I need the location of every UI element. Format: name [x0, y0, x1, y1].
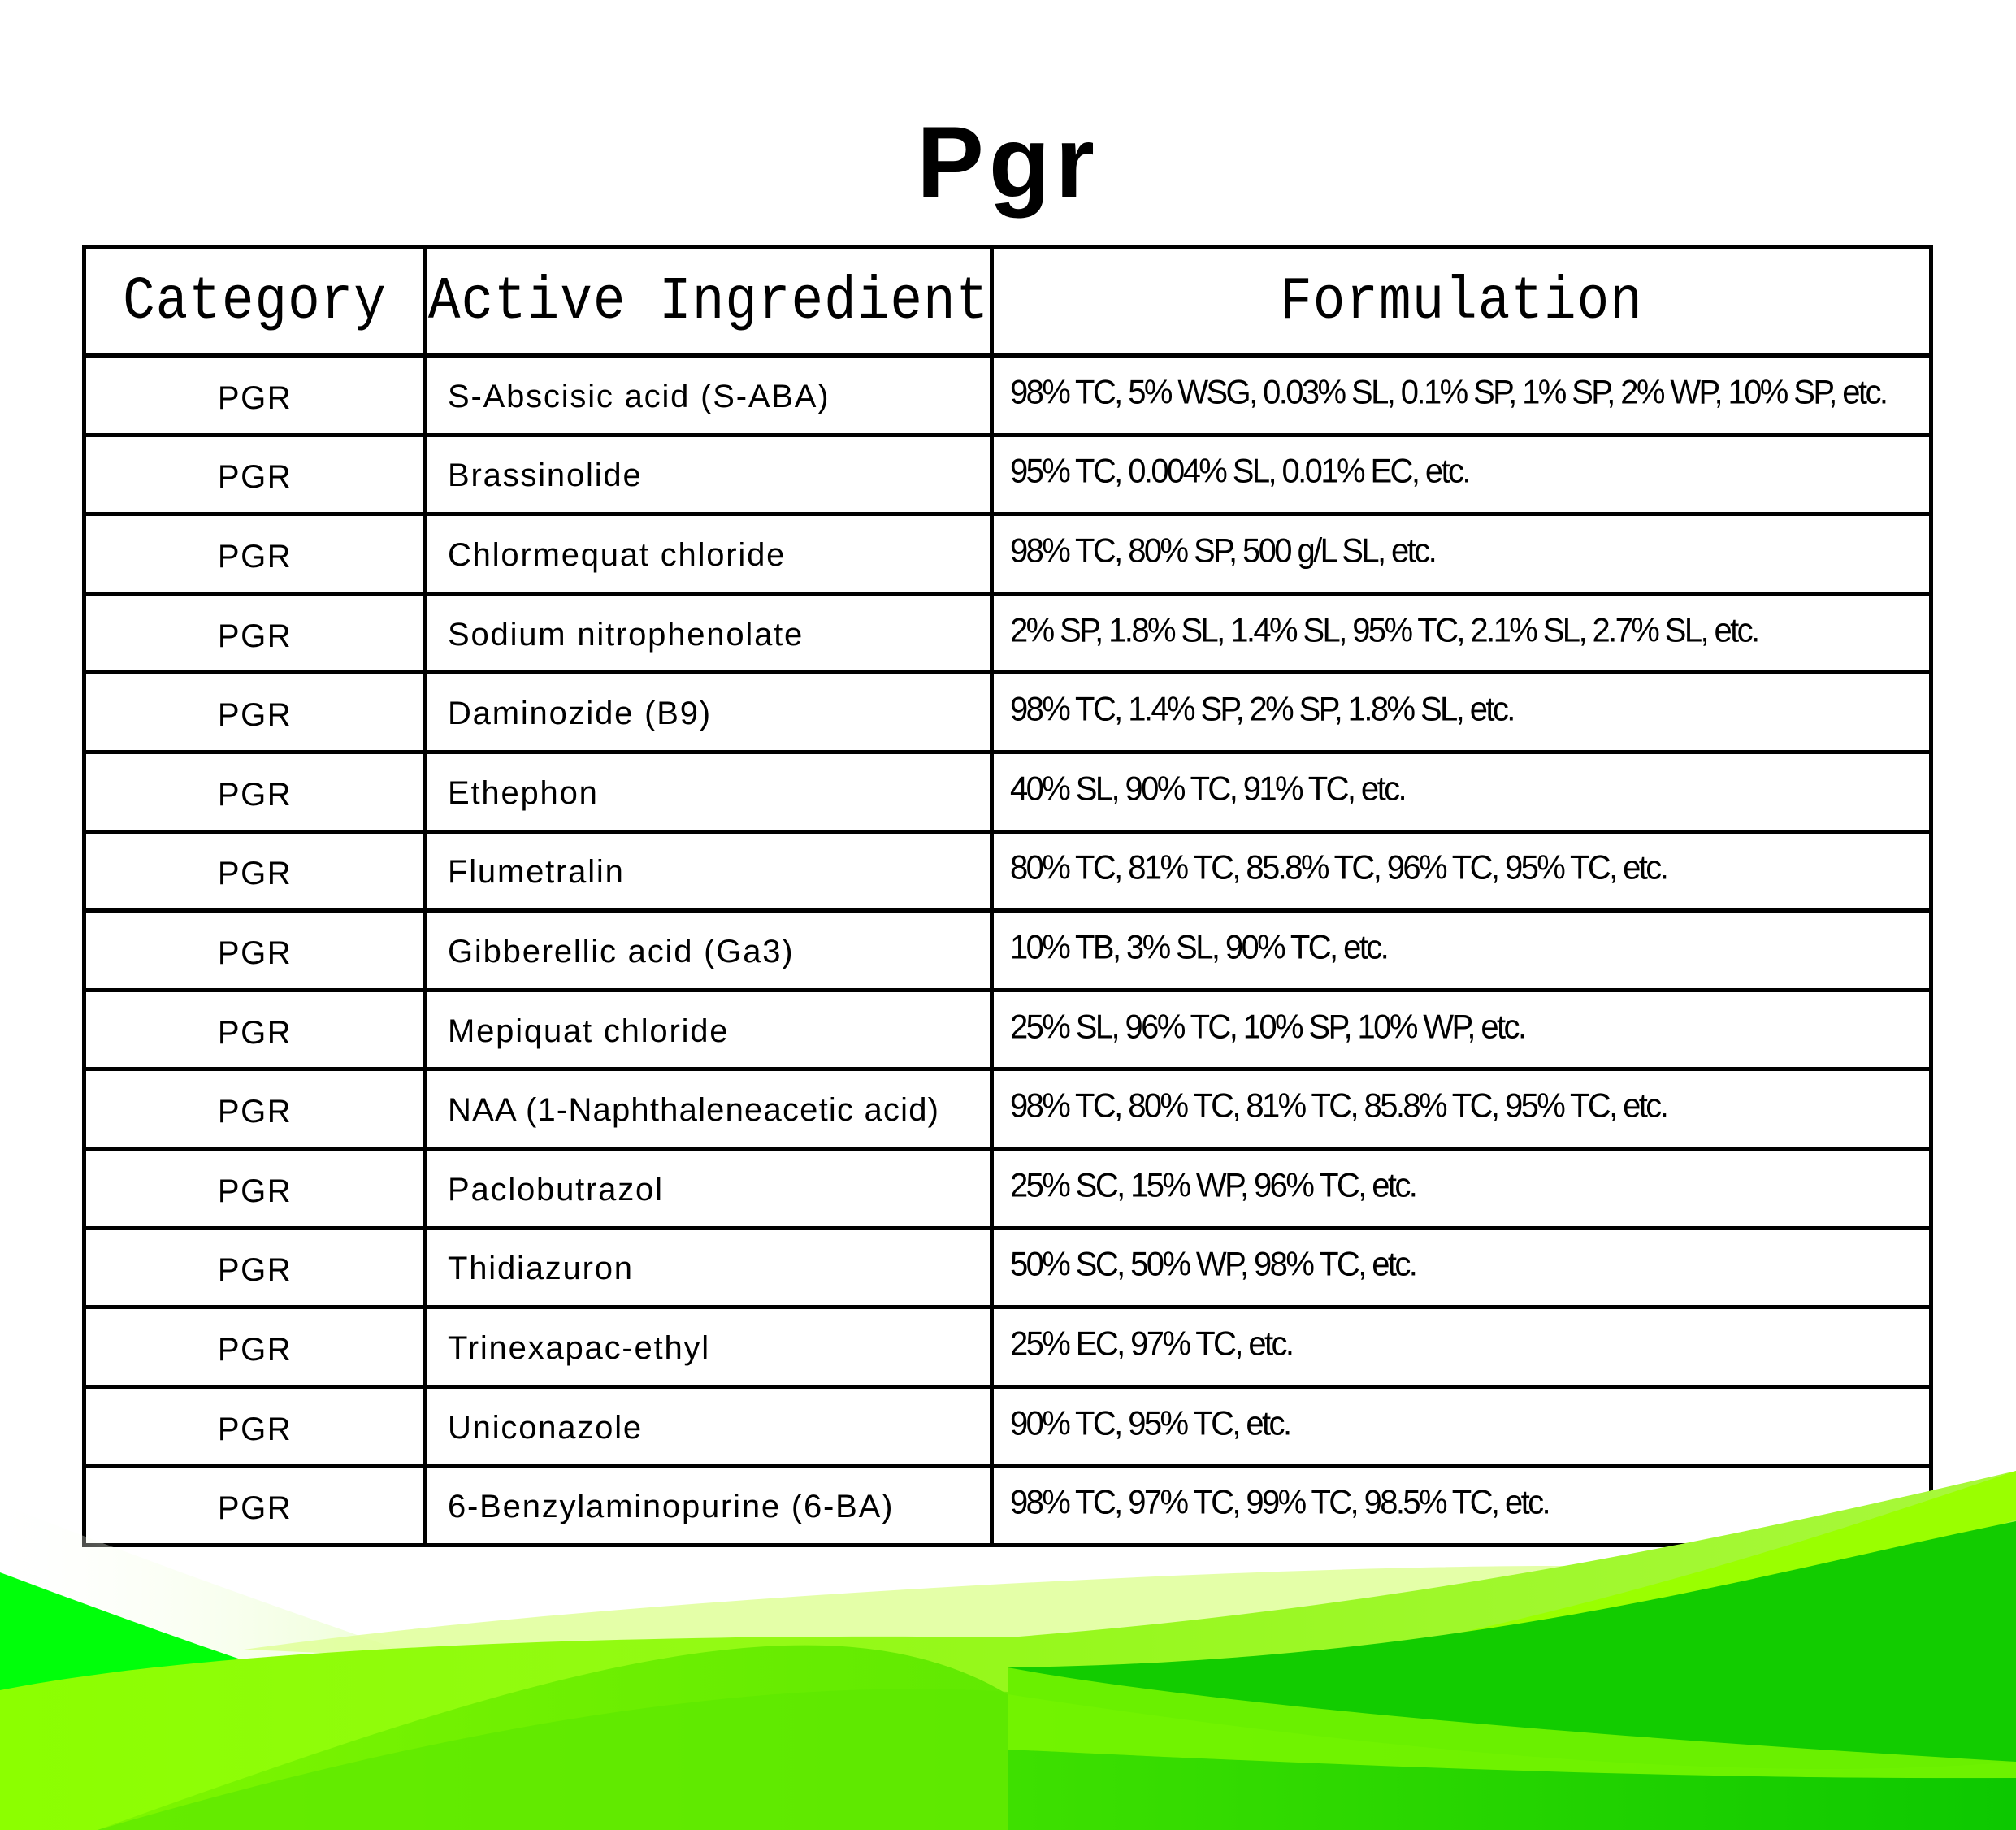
table-row: PGR Chlormequat chloride 98% TC, 80% SP,…	[82, 512, 1933, 596]
formulation-text: 2% SP, 1.8% SL, 1.4% SL, 95% TC, 2.1% SL…	[1010, 611, 1760, 649]
formulation-cell: 98% TC, 1.4% SP, 2% SP, 1.8% SL, etc.	[990, 670, 1933, 754]
table-row: PGR Ethephon 40% SL, 90% TC, 91% TC, etc…	[82, 749, 1933, 834]
light-band-bottom	[1008, 1667, 2016, 1779]
formulation-cell: 25% EC, 97% TC, etc.	[990, 1305, 1933, 1389]
formulation-cell: 2% SP, 1.8% SL, 1.4% SL, 95% TC, 2.1% SL…	[990, 591, 1933, 675]
column-header-label: Active Ingredient	[427, 267, 990, 336]
ingredient-cell: NAA (1-Naphthaleneacetic acid)	[423, 1067, 994, 1151]
product-table: Category Active Ingredient Formulation P…	[82, 245, 1933, 1547]
table-row: PGR Thidiazuron 50% SC, 50% WP, 98% TC, …	[82, 1225, 1933, 1310]
formulation-cell: 10% TB, 3% SL, 90% TC, etc.	[990, 908, 1933, 992]
formulation-text: 98% TC, 97% TC, 99% TC, 98.5% TC, etc.	[1010, 1483, 1551, 1522]
table-row: PGR S-Abscisic acid (S-ABA) 98% TC, 5% W…	[82, 353, 1933, 437]
ingredient-cell: Chlormequat chloride	[423, 512, 994, 596]
ingredient-cell: Paclobutrazol	[423, 1146, 994, 1230]
table-row: PGR NAA (1-Naphthaleneacetic acid) 98% T…	[82, 1067, 1933, 1151]
formulation-cell: 80% TC, 81% TC, 85.8% TC, 96% TC, 95% TC…	[990, 829, 1933, 913]
formulation-text: 80% TC, 81% TC, 85.8% TC, 96% TC, 95% TC…	[1010, 849, 1669, 887]
table-row: PGR Sodium nitrophenolate 2% SP, 1.8% SL…	[82, 591, 1933, 675]
category-cell: PGR	[82, 829, 427, 913]
table-row: PGR Brassinolide 95% TC, 0.004% SL, 0.01…	[82, 432, 1933, 517]
category-cell: PGR	[82, 987, 427, 1072]
category-cell: PGR	[82, 670, 427, 754]
formulation-text: 25% SC, 15% WP, 96% TC, etc.	[1010, 1166, 1418, 1204]
category-cell: PGR	[82, 1146, 427, 1230]
ingredient-cell: Flumetralin	[423, 829, 994, 913]
category-cell: PGR	[82, 749, 427, 834]
category-cell: PGR	[82, 1225, 427, 1310]
ingredient-cell: Ethephon	[423, 749, 994, 834]
ingredient-cell: 6-Benzylaminopurine (6-BA)	[423, 1464, 994, 1547]
formulation-cell: 25% SL, 96% TC, 10% SP, 10% WP, etc.	[990, 987, 1933, 1072]
ingredient-cell: Trinexapac-ethyl	[423, 1305, 994, 1389]
formulation-cell: 50% SC, 50% WP, 98% TC, etc.	[990, 1225, 1933, 1310]
category-cell: PGR	[82, 432, 427, 517]
ingredient-cell: Uniconazole	[423, 1384, 994, 1468]
formulation-text: 40% SL, 90% TC, 91% TC, etc.	[1010, 770, 1407, 808]
formulation-text: 98% TC, 1.4% SP, 2% SP, 1.8% SL, etc.	[1010, 691, 1515, 729]
table-header-row: Category Active Ingredient Formulation	[82, 245, 1933, 358]
category-cell: PGR	[82, 1067, 427, 1151]
formulation-text: 50% SC, 50% WP, 98% TC, etc.	[1010, 1246, 1418, 1284]
category-cell: PGR	[82, 512, 427, 596]
category-cell: PGR	[82, 353, 427, 437]
formulation-text: 98% TC, 80% TC, 81% TC, 85.8% TC, 95% TC…	[1010, 1087, 1669, 1125]
category-cell: PGR	[82, 1384, 427, 1468]
table-row: PGR Trinexapac-ethyl 25% EC, 97% TC, etc…	[82, 1305, 1933, 1389]
green-wave-decoration	[0, 1471, 2016, 1830]
column-header-category: Category	[82, 245, 427, 358]
page-title: Pgr	[917, 106, 1099, 219]
ingredient-cell: Sodium nitrophenolate	[423, 591, 994, 675]
formulation-cell: 25% SC, 15% WP, 96% TC, etc.	[990, 1146, 1933, 1230]
column-header-label: Formulation	[1280, 267, 1643, 336]
table-row: PGR Flumetralin 80% TC, 81% TC, 85.8% TC…	[82, 829, 1933, 913]
bottom-deep-layer	[1008, 1750, 2016, 1830]
formulation-text: 98% TC, 80% SP, 500 g/L SL, etc.	[1010, 531, 1437, 570]
formulation-cell: 40% SL, 90% TC, 91% TC, etc.	[990, 749, 1933, 834]
formulation-cell: 90% TC, 95% TC, etc.	[990, 1384, 1933, 1468]
ingredient-cell: Mepiquat chloride	[423, 987, 994, 1072]
formulation-text: 98% TC, 5% WSG, 0.03% SL, 0.1% SP, 1% SP…	[1010, 373, 1888, 411]
formulation-text: 25% EC, 97% TC, etc.	[1010, 1325, 1294, 1363]
formulation-cell: 98% TC, 80% SP, 500 g/L SL, etc.	[990, 512, 1933, 596]
category-cell: PGR	[82, 1305, 427, 1389]
ingredient-cell: S-Abscisic acid (S-ABA)	[423, 353, 994, 437]
column-header-label: Category	[123, 267, 387, 336]
ingredient-cell: Brassinolide	[423, 432, 994, 517]
table-row: PGR Paclobutrazol 25% SC, 15% WP, 96% TC…	[82, 1146, 1933, 1230]
ingredient-cell: Thidiazuron	[423, 1225, 994, 1310]
category-cell: PGR	[82, 1464, 427, 1547]
formulation-cell: 98% TC, 5% WSG, 0.03% SL, 0.1% SP, 1% SP…	[990, 353, 1933, 437]
column-header-active-ingredient: Active Ingredient	[423, 245, 994, 358]
ingredient-cell: Gibberellic acid (Ga3)	[423, 908, 994, 992]
product-table-container: Category Active Ingredient Formulation P…	[82, 245, 1933, 1547]
ingredient-cell: Daminozide (B9)	[423, 670, 994, 754]
table-row: PGR Daminozide (B9) 98% TC, 1.4% SP, 2% …	[82, 670, 1933, 754]
table-row: PGR Gibberellic acid (Ga3) 10% TB, 3% SL…	[82, 908, 1933, 992]
column-header-formulation: Formulation	[990, 245, 1933, 358]
formulation-cell: 98% TC, 80% TC, 81% TC, 85.8% TC, 95% TC…	[990, 1067, 1933, 1151]
category-cell: PGR	[82, 908, 427, 992]
formulation-text: 90% TC, 95% TC, etc.	[1010, 1404, 1292, 1442]
formulation-cell: 95% TC, 0.004% SL, 0.01% EC, etc.	[990, 432, 1933, 517]
formulation-text: 10% TB, 3% SL, 90% TC, etc.	[1010, 928, 1390, 967]
table-row: PGR Uniconazole 90% TC, 95% TC, etc.	[82, 1384, 1933, 1468]
category-cell: PGR	[82, 591, 427, 675]
formulation-text: 95% TC, 0.004% SL, 0.01% EC, etc.	[1010, 453, 1472, 491]
bottom-left-diagonal	[98, 1689, 1008, 1830]
formulation-text: 25% SL, 96% TC, 10% SP, 10% WP, etc.	[1010, 1008, 1527, 1046]
table-row: PGR Mepiquat chloride 25% SL, 96% TC, 10…	[82, 987, 1933, 1072]
